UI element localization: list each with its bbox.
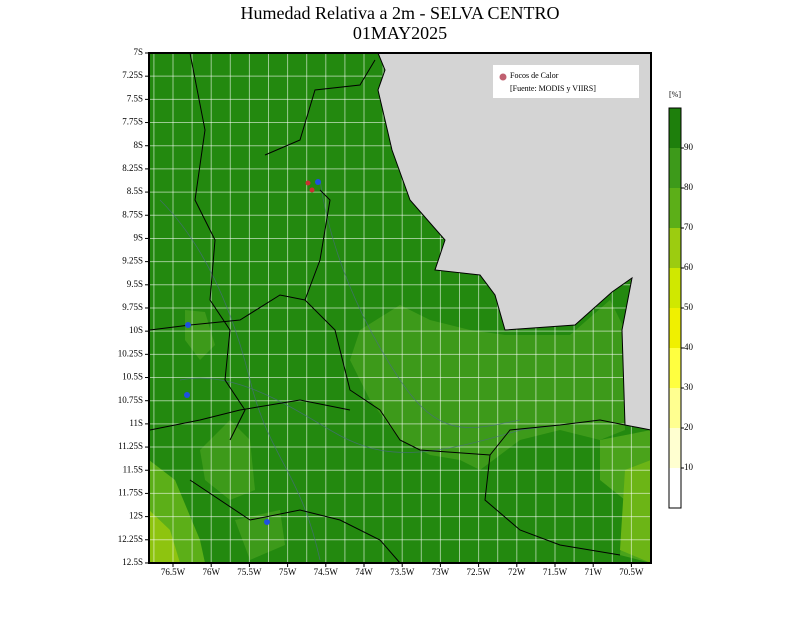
y-tick-label: 8.75S	[122, 209, 143, 219]
y-tick-label: 11.75S	[118, 487, 143, 497]
x-tick-label: 76.5W	[161, 567, 186, 577]
y-tick-label: 9S	[133, 233, 143, 243]
outside-region	[377, 53, 651, 431]
humidity-zone	[200, 420, 255, 500]
y-tick-label: 8S	[133, 140, 143, 150]
colorbar-tick-label: 20	[684, 422, 694, 432]
city-dot	[315, 179, 321, 185]
colorbar-bin	[669, 308, 681, 348]
city-dot	[184, 392, 190, 398]
colorbar-bin	[669, 388, 681, 428]
subtitle: 01MAY2025	[353, 23, 447, 43]
city-dot	[264, 519, 270, 525]
x-tick-label: 73W	[432, 567, 450, 577]
legend-source: [Fuente: MODIS y VIIRS]	[510, 84, 596, 93]
city-dot	[185, 322, 191, 328]
humidity-zone	[620, 460, 651, 563]
x-tick-label: 74W	[355, 567, 373, 577]
colorbar-bin	[669, 428, 681, 468]
colorbar-bin	[669, 268, 681, 308]
colorbar-bin	[669, 348, 681, 388]
legend: Focos de Calor [Fuente: MODIS y VIIRS]	[493, 65, 639, 98]
fire-dot	[305, 180, 311, 186]
colorbar-tick-label: 50	[684, 302, 694, 312]
humidity-zone	[149, 510, 180, 563]
y-tick-label: 9.25S	[122, 256, 143, 266]
y-tick-label: 8.25S	[122, 163, 143, 173]
y-tick-label: 7.75S	[122, 117, 143, 127]
x-tick-label: 72.5W	[466, 567, 491, 577]
y-tick-label: 12S	[129, 511, 143, 521]
x-tick-label: 75W	[279, 567, 297, 577]
legend-symbol	[499, 73, 507, 81]
y-tick-label: 10S	[129, 325, 143, 335]
colorbar-bin	[669, 108, 681, 148]
cities	[184, 179, 321, 525]
colorbar-bin	[669, 228, 681, 268]
x-tick-label: 70.5W	[619, 567, 644, 577]
map	[149, 53, 651, 563]
y-tick-label: 10.25S	[118, 348, 143, 358]
y-tick-label: 12.25S	[118, 534, 143, 544]
y-tick-label: 9.75S	[122, 302, 143, 312]
boundaries	[149, 53, 626, 563]
x-tick-label: 75.5W	[237, 567, 262, 577]
colorbar-bin	[669, 148, 681, 188]
legend-box	[493, 65, 639, 98]
colorbar-tick-label: 60	[684, 262, 694, 272]
legend-item: Focos de Calor	[510, 71, 559, 80]
colorbar-tick-label: 80	[684, 182, 694, 192]
colorbar-unit: [%]	[669, 90, 681, 99]
y-tick-label: 7.25S	[122, 70, 143, 80]
x-tick-label: 76W	[202, 567, 220, 577]
y-tick-label: 9.5S	[127, 279, 143, 289]
colorbar-bin	[669, 188, 681, 228]
x-tick-label: 71.5W	[543, 567, 568, 577]
colorbar-tick-label: 30	[684, 382, 694, 392]
humidity-zone	[235, 510, 285, 560]
x-tick-label: 73.5W	[390, 567, 415, 577]
fire-dot	[309, 187, 315, 193]
y-tick-label: 10.75S	[118, 395, 143, 405]
y-tick-label: 11S	[129, 418, 143, 428]
y-tick-label: 7.5S	[127, 93, 143, 103]
colorbar-tick-label: 70	[684, 222, 694, 232]
y-tick-label: 8.5S	[127, 186, 143, 196]
y-tick-label: 10.5S	[122, 372, 143, 382]
y-tick-label: 11.25S	[118, 441, 143, 451]
x-tick-label: 74.5W	[314, 567, 339, 577]
humidity-zone	[350, 300, 625, 470]
y-tick-label: 11.5S	[123, 464, 143, 474]
rivers	[159, 179, 601, 561]
colorbar-tick-label: 10	[684, 462, 694, 472]
colorbar-bin	[669, 468, 681, 508]
x-tick-label: 71W	[584, 567, 602, 577]
title: Humedad Relativa a 2m - SELVA CENTRO	[241, 3, 560, 23]
colorbar-tick-label: 90	[684, 142, 694, 152]
y-tick-label: 7S	[133, 47, 143, 57]
y-tick-label: 12.5S	[122, 557, 143, 567]
colorbar-tick-label: 40	[684, 342, 694, 352]
x-tick-label: 72W	[508, 567, 526, 577]
colorbar: [%] 10 20 30 40 50 60 70 80 90	[668, 90, 694, 509]
